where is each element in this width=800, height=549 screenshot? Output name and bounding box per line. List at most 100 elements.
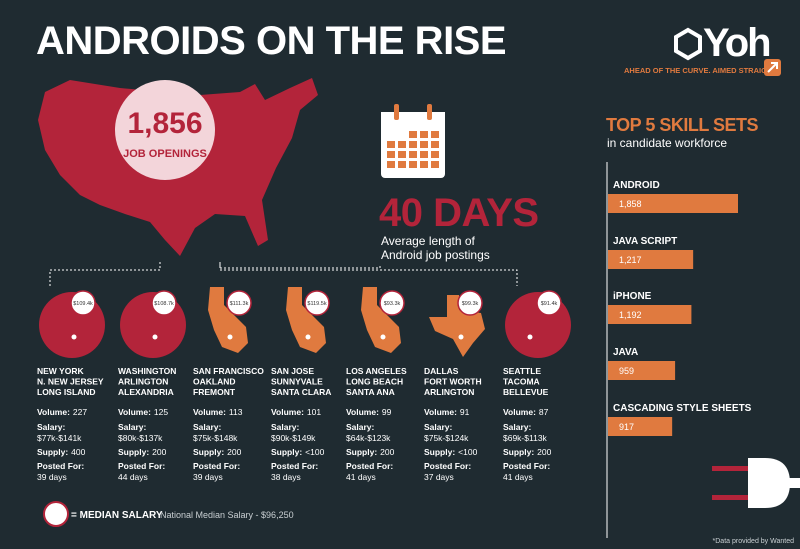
field-label: Posted For:: [193, 461, 240, 471]
city-dot: [305, 334, 311, 340]
field-value: $64k-$123k: [346, 433, 391, 443]
field-value: $75k-$124k: [424, 433, 469, 443]
field-value: 200: [537, 447, 551, 457]
field-label: Supply:: [424, 447, 455, 457]
calendar-cell: [409, 151, 417, 158]
city-name: SEATTLE: [503, 366, 541, 376]
field-value: 125: [154, 407, 168, 417]
skill-name: CASCADING STYLE SHEETS: [613, 403, 752, 414]
field-line: Volume: 87: [503, 407, 549, 417]
days-line: Android job postings: [381, 248, 490, 262]
city-name: BELLEVUE: [503, 387, 549, 397]
field-line: Supply: 200: [503, 447, 552, 457]
field-line: Volume: 227: [37, 407, 87, 417]
calendar-cell: [398, 151, 406, 158]
skill-value: 1,192: [619, 310, 642, 320]
field-label: Volume:: [271, 407, 304, 417]
legend-label: = MEDIAN SALARY: [71, 510, 163, 521]
city-name: SUNNYVALE: [271, 377, 323, 387]
field-label: Salary:: [424, 422, 453, 432]
calendar-cell: [387, 141, 395, 148]
city-name: SANTA ANA: [346, 387, 395, 397]
openings-number: 1,856: [127, 107, 202, 140]
field-label: Volume:: [424, 407, 457, 417]
median-bubble: [226, 290, 252, 316]
field-label: Posted For:: [37, 461, 84, 471]
field-label: Supply:: [193, 447, 224, 457]
days-number: 40 DAYS: [379, 191, 539, 235]
field-line: Supply: <100: [424, 447, 478, 457]
field-value: 87: [539, 407, 549, 417]
median-salary: $91.4k: [541, 301, 558, 307]
field-value: 41 days: [346, 472, 376, 482]
field-label: Volume:: [193, 407, 226, 417]
median-salary: $99.3k: [462, 301, 479, 307]
calendar-cell: [420, 131, 428, 138]
field-label: Posted For:: [503, 461, 550, 471]
connector: [49, 262, 161, 286]
field-label: Supply:: [503, 447, 534, 457]
field-value: $75k-$148k: [193, 433, 238, 443]
field-label: Posted For:: [346, 461, 393, 471]
city-dot: [227, 334, 233, 340]
state-shape: [286, 287, 326, 353]
calendar-cell: [431, 141, 439, 148]
field-label: Volume:: [37, 407, 70, 417]
skill-name: iPHONE: [613, 291, 652, 302]
field-value: 200: [380, 447, 394, 457]
calendar-icon: [381, 104, 445, 178]
field-value: 38 days: [271, 472, 301, 482]
city-name: FREMONT: [193, 387, 236, 397]
openings-label: JOB OPENINGS: [123, 148, 207, 160]
title: ANDROIDS ON THE RISE: [36, 19, 506, 63]
connector: [219, 262, 518, 286]
skill-bar: [608, 305, 692, 324]
field-line: Volume: 125: [118, 407, 168, 417]
field-label: Volume:: [503, 407, 536, 417]
city-name: LONG BEACH: [346, 377, 403, 387]
calendar-cell: [387, 151, 395, 158]
field-value: 91: [460, 407, 470, 417]
city-dot: [71, 334, 77, 340]
skills-title: TOP 5 SKILL SETS: [606, 115, 759, 135]
city-name: DALLAS: [424, 366, 459, 376]
median-bubble: [304, 290, 330, 316]
field-line: Supply: <100: [271, 447, 325, 457]
calendar-cell: [431, 151, 439, 158]
field-value: 200: [152, 447, 166, 457]
field-value: 200: [227, 447, 241, 457]
legend-swatch: [43, 501, 69, 527]
field-value: 400: [71, 447, 85, 457]
field-label: Supply:: [346, 447, 377, 457]
calendar-cell: [420, 141, 428, 148]
field-line: Supply: 200: [193, 447, 242, 457]
calendar-cell: [431, 131, 439, 138]
brand-logo: Yoh: [674, 21, 772, 65]
city-dot: [380, 334, 386, 340]
city-name: SAN JOSE: [271, 366, 314, 376]
skill-bar: [608, 361, 676, 380]
field-label: Salary:: [37, 422, 66, 432]
plug-icon: [712, 458, 800, 508]
field-label: Supply:: [37, 447, 68, 457]
arrow-icon: [764, 59, 781, 76]
city-name: LONG ISLAND: [37, 387, 96, 397]
field-label: Salary:: [346, 422, 375, 432]
skills-subtitle: in candidate workforce: [607, 136, 727, 150]
brand: Yoh: [703, 21, 770, 65]
city-name: OAKLAND: [193, 377, 236, 387]
field-label: Supply:: [271, 447, 302, 457]
median-salary: $119.5k: [307, 301, 326, 307]
field-label: Supply:: [118, 447, 149, 457]
field-value: 41 days: [503, 472, 533, 482]
median-bubble: [70, 290, 96, 316]
city-name: ARLINGTON: [424, 387, 474, 397]
field-label: Salary:: [503, 422, 532, 432]
field-line: Supply: 200: [118, 447, 167, 457]
field-value: 39 days: [193, 472, 223, 482]
median-salary: $93.3k: [384, 301, 401, 307]
calendar-cell: [409, 141, 417, 148]
calendar-cell: [387, 161, 395, 168]
field-label: Salary:: [193, 422, 222, 432]
field-line: Volume: 101: [271, 407, 321, 417]
